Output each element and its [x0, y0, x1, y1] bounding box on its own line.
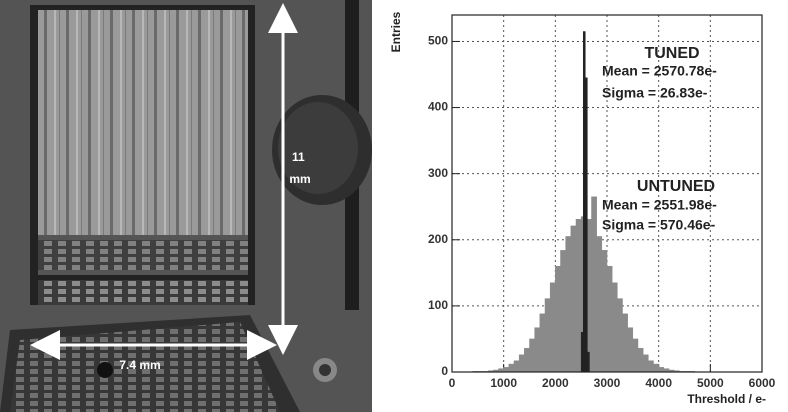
histogram-bar [642, 354, 649, 373]
y-tick-label: 200 [428, 232, 448, 246]
x-tick-label: 2000 [542, 376, 569, 390]
histogram-bar [508, 363, 515, 373]
histogram-bar [632, 338, 639, 373]
histogram-bar [596, 236, 603, 373]
x-tick-label: 5000 [697, 376, 724, 390]
histogram-bar [606, 265, 613, 373]
histogram-bar [555, 265, 561, 373]
series-label: UNTUNED [637, 178, 715, 195]
x-tick-label: 3000 [594, 376, 621, 390]
histogram-bar [539, 313, 546, 373]
width-label: 7.4 mm [119, 358, 160, 372]
plot-area: 0 1000 2000 3000 4000 5000 6000 0 100 200 300 400 50… [428, 14, 776, 390]
histogram-bar [524, 347, 530, 373]
y-tick-label: 400 [428, 100, 448, 114]
height-label-line: mm [289, 172, 310, 186]
histogram-bar [513, 360, 520, 373]
histogram-bar [544, 298, 551, 373]
x-tick-label: 6000 [749, 376, 776, 390]
plot-frame [451, 14, 763, 373]
x-tick-label: 0 [449, 376, 456, 390]
histogram-bar [580, 332, 584, 373]
histogram-bar [591, 196, 597, 373]
histogram-bar [560, 250, 566, 373]
histogram-bar [587, 351, 590, 373]
histogram-bar [534, 327, 541, 373]
annotation: Mean = 2570.78e- [602, 63, 717, 79]
series-label: TUNED [644, 45, 699, 62]
y-tick-label: 0 [441, 364, 448, 378]
histogram-bar [637, 347, 644, 373]
histogram-bar [565, 236, 572, 373]
histogram-bar [611, 282, 618, 373]
histogram-bar [549, 282, 556, 373]
annotation: Sigma = 26.83e- [602, 85, 708, 101]
histogram-bar [601, 250, 608, 373]
histogram-bar [658, 367, 665, 373]
histogram-bar [518, 354, 525, 373]
annotation: Mean = 2551.98e- [602, 197, 717, 213]
annotation: Sigma = 570.46e- [602, 217, 716, 233]
histogram-bar [648, 360, 654, 373]
y-tick-label: 100 [428, 298, 448, 312]
histogram-bar [585, 77, 588, 373]
histogram-bar [582, 31, 586, 373]
x-tick-label: 1000 [490, 376, 517, 390]
height-label-line: 11 [292, 150, 305, 164]
x-axis-label: Threshold / e- [687, 392, 766, 406]
histogram-bar [529, 338, 535, 373]
histogram-bar [617, 298, 623, 373]
height-label: 11 mm [289, 150, 310, 186]
y-tick-label: 500 [428, 34, 448, 48]
histogram-bar [653, 363, 659, 373]
x-tick-label: 4000 [645, 376, 672, 390]
histogram-bar [575, 219, 582, 373]
histogram-bar [570, 225, 577, 373]
histogram-bar [622, 313, 628, 373]
y-tick-label: 300 [428, 166, 448, 180]
histogram-bar [627, 327, 634, 373]
histogram-bar [503, 367, 510, 373]
y-axis-label: Entries [389, 11, 403, 52]
chip-photo: 11 mm 7.4 mm [0, 0, 372, 412]
